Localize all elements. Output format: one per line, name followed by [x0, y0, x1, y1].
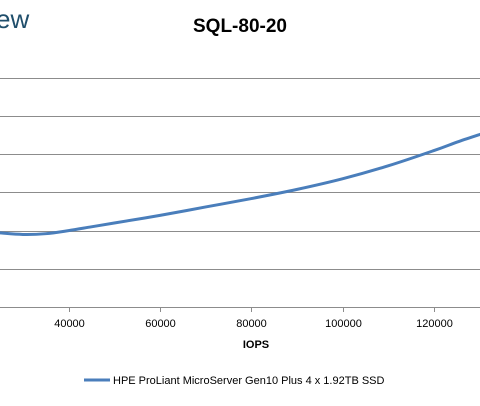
watermark-text: ew [0, 4, 29, 34]
x-tick-label-3: 100000 [325, 318, 362, 330]
legend-label: HPE ProLiant MicroServer Gen10 Plus 4 x … [113, 375, 385, 387]
x-tick-label-4: 120000 [416, 318, 453, 330]
chart-title: SQL-80-20 [193, 16, 287, 37]
x-axis: 40000 60000 80000 100000 120000 [0, 307, 480, 330]
gridlines [0, 78, 480, 270]
x-tick-label-2: 80000 [236, 318, 267, 330]
legend: HPE ProLiant MicroServer Gen10 Plus 4 x … [84, 375, 385, 387]
x-tick-label-0: 40000 [54, 318, 85, 330]
x-axis-label: IOPS [243, 339, 269, 351]
series-layer [0, 132, 480, 236]
series-line-0 [0, 132, 480, 236]
x-tick-label-1: 60000 [145, 318, 176, 330]
